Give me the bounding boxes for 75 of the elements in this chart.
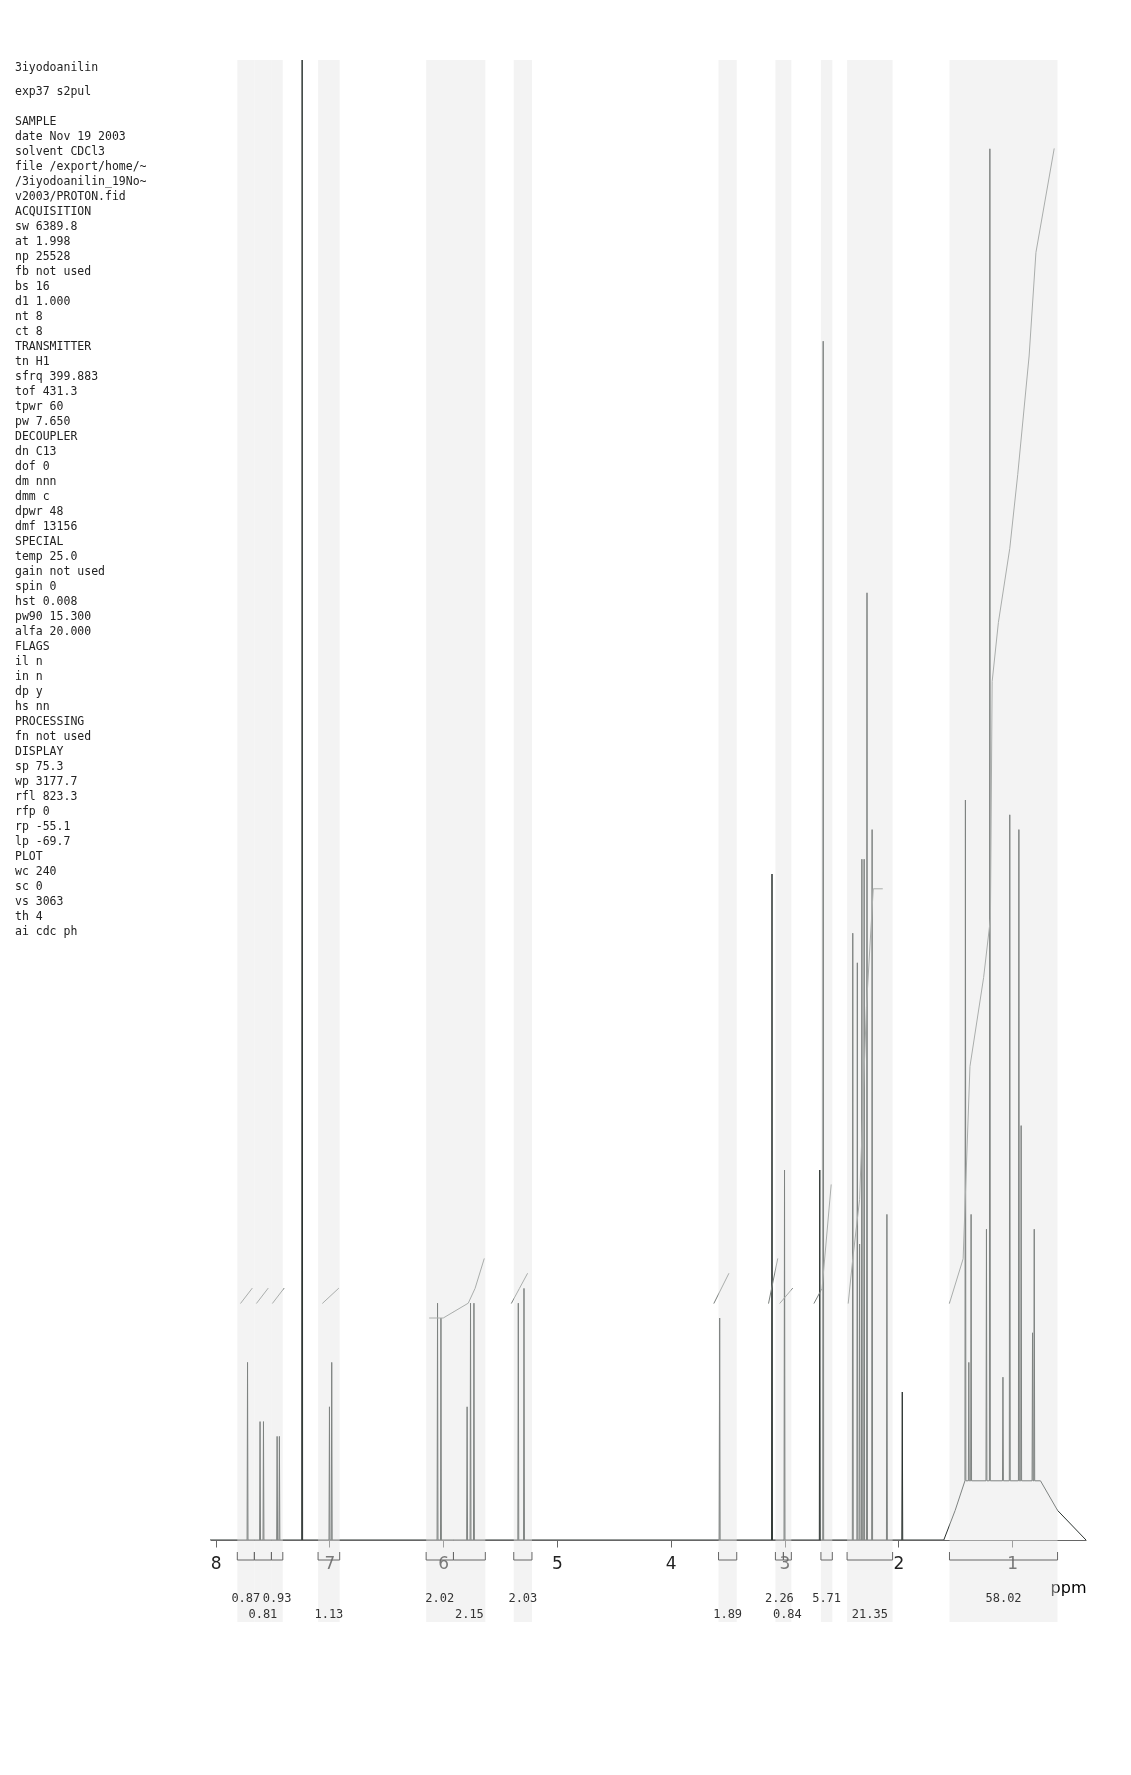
- band-label: 0.87: [231, 1591, 261, 1605]
- text: rp -55.1: [15, 819, 71, 833]
- text: sfrq 399.883: [15, 369, 99, 383]
- x-axis-title: ppm: [1050, 1577, 1087, 1597]
- band-label: 0.84: [772, 1607, 802, 1621]
- band-label: 2.15: [454, 1607, 484, 1621]
- text: dof 0: [15, 459, 50, 473]
- band-label: 21.35: [851, 1607, 888, 1621]
- band-label: 0.93: [262, 1591, 292, 1605]
- band-label: 1.13: [314, 1607, 344, 1621]
- text: vs 3063: [15, 894, 64, 908]
- x-tick-label: 8: [210, 1552, 222, 1573]
- text: DECOUPLER: [15, 429, 78, 443]
- band-label: 5.71: [812, 1591, 842, 1605]
- text: ct 8: [15, 324, 43, 338]
- text: sp 75.3: [15, 759, 64, 773]
- band-label: 58.02: [985, 1591, 1022, 1605]
- text: FLAGS: [15, 639, 50, 653]
- text: PLOT: [15, 849, 43, 863]
- text: /3iyodoanilin_19No~: [15, 174, 147, 188]
- text: ACQUISITION: [15, 204, 92, 218]
- text: dpwr 48: [15, 504, 64, 518]
- text: il n: [15, 654, 43, 668]
- text: DISPLAY: [15, 744, 64, 758]
- band-label: 2.02: [425, 1591, 455, 1605]
- text: dmf 13156: [15, 519, 78, 533]
- text: dm nnn: [15, 474, 57, 488]
- band-label: 0.81: [248, 1607, 278, 1621]
- text: file /export/home/~: [15, 159, 147, 173]
- band-label: 1.89: [713, 1607, 743, 1621]
- x-tick-label: 2: [893, 1552, 905, 1573]
- text: exp37 s2pul: [15, 84, 92, 98]
- band-label: 2.03: [508, 1591, 538, 1605]
- text: spin 0: [15, 579, 57, 593]
- text: dmm c: [15, 489, 50, 503]
- text: hs nn: [15, 699, 50, 713]
- text: gain not used: [15, 564, 106, 578]
- x-tick-label: 4: [665, 1552, 677, 1573]
- band-label: 2.26: [764, 1591, 794, 1605]
- text: ai cdc ph: [15, 924, 78, 938]
- text: th 4: [15, 909, 43, 923]
- text: PROCESSING: [15, 714, 85, 728]
- text: dn C13: [15, 444, 57, 458]
- text: temp 25.0: [15, 549, 78, 563]
- text: lp -69.7: [15, 834, 71, 848]
- text: d1 1.000: [15, 294, 71, 308]
- text: wc 240: [15, 864, 57, 878]
- text: solvent CDCl3: [15, 144, 106, 158]
- text: fn not used: [15, 729, 92, 743]
- text: sw 6389.8: [15, 219, 78, 233]
- text: v2003/PROTON.fid: [15, 189, 126, 203]
- text: TRANSMITTER: [15, 339, 92, 353]
- text: alfa 20.000: [15, 624, 92, 638]
- text: date Nov 19 2003: [15, 129, 126, 143]
- x-tick-label: 5: [552, 1552, 563, 1573]
- text: at 1.998: [15, 234, 71, 248]
- text: dp y: [15, 684, 43, 698]
- text: SAMPLE: [15, 114, 57, 128]
- text: wp 3177.7: [15, 774, 78, 788]
- text: hst 0.008: [15, 594, 78, 608]
- text: rfl 823.3: [15, 789, 78, 803]
- text: nt 8: [15, 309, 43, 323]
- text: pw90 15.300: [15, 609, 92, 623]
- text: sc 0: [15, 879, 43, 893]
- text: 3iyodoanilin: [15, 60, 99, 74]
- text: tpwr 60: [15, 399, 64, 413]
- text: in n: [15, 669, 43, 683]
- text: bs 16: [15, 279, 50, 293]
- text: np 25528: [15, 249, 71, 263]
- text: tof 431.3: [15, 384, 78, 398]
- text: fb not used: [15, 264, 92, 278]
- text: pw 7.650: [15, 414, 71, 428]
- text: tn H1: [15, 354, 50, 368]
- text: rfp 0: [15, 804, 50, 818]
- text: SPECIAL: [15, 534, 64, 548]
